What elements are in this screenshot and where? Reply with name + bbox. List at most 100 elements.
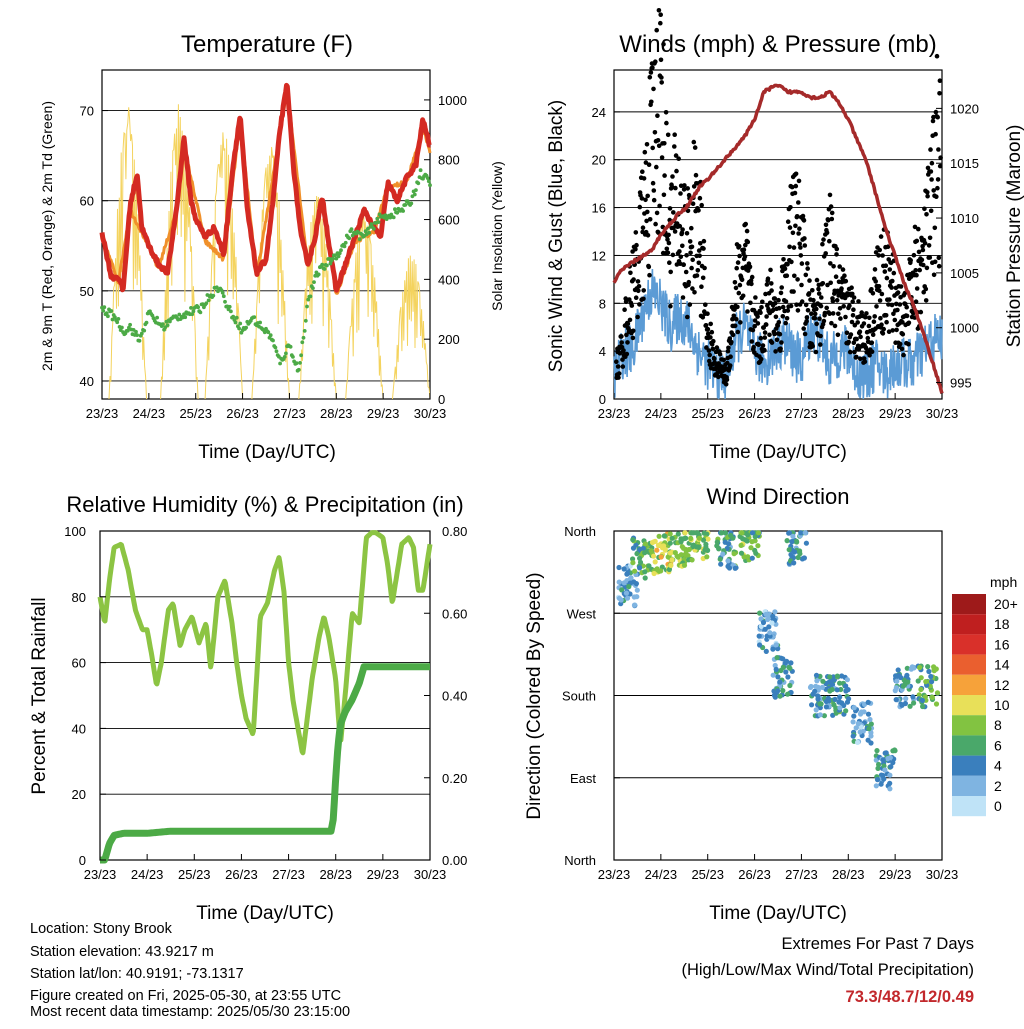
direction-point — [920, 703, 926, 710]
temperature-ylabel: 2m & 9m T (Red, Orange) & 2m Td (Green) — [39, 101, 55, 371]
gust-point — [668, 303, 673, 309]
y-tick-label: East — [570, 771, 596, 786]
y-tick-label: 12 — [592, 248, 606, 263]
direction-point — [777, 693, 783, 699]
direction-point — [701, 530, 707, 536]
gust-point — [877, 288, 882, 294]
direction-point — [902, 700, 909, 707]
gust-point — [645, 233, 651, 238]
gust-point — [801, 326, 806, 331]
gust-point — [910, 310, 916, 316]
direction-point — [820, 678, 826, 684]
y2-tick-label: 200 — [438, 332, 460, 347]
direction-point — [769, 620, 775, 626]
direction-point — [890, 760, 896, 766]
gust-point — [681, 187, 687, 192]
gust-point — [930, 118, 936, 124]
direction-point — [926, 668, 932, 675]
direction-point — [766, 614, 772, 620]
direction-point — [788, 660, 794, 666]
gust-point — [698, 241, 703, 246]
gust-point — [769, 288, 774, 293]
gust-point — [847, 349, 853, 355]
gust-point — [684, 253, 689, 258]
gust-point — [624, 351, 630, 357]
gust-point — [645, 209, 650, 215]
gust-point — [635, 314, 640, 320]
gust-point — [870, 332, 876, 338]
gust-point — [872, 314, 877, 319]
direction-point — [631, 579, 637, 585]
x-tick-label: 28/23 — [319, 867, 352, 882]
dewpoint-point — [231, 314, 236, 319]
gust-point — [762, 335, 768, 340]
gust-point — [801, 218, 807, 223]
gust-point — [745, 239, 751, 245]
gust-point — [891, 270, 897, 276]
dewpoint-point — [177, 312, 182, 317]
direction-point — [642, 541, 649, 547]
gust-point — [804, 319, 809, 324]
gust-point — [916, 249, 922, 255]
direction-point — [887, 786, 893, 792]
direction-point — [834, 687, 840, 693]
dewpoint-point — [376, 220, 381, 225]
gust-point — [673, 153, 679, 158]
direction-point — [661, 533, 668, 539]
gust-point — [690, 201, 696, 206]
gust-point — [680, 227, 685, 232]
direction-point — [874, 777, 881, 783]
direction-point — [755, 530, 762, 536]
dewpoint-point — [252, 315, 257, 319]
gust-point — [802, 243, 808, 248]
x-tick-label: 29/23 — [367, 406, 400, 421]
gust-point — [938, 155, 943, 160]
gust-point — [924, 212, 929, 217]
direction-point — [758, 623, 764, 630]
speed-legend: mph 20+ 18 16 14 12 10 8 6 4 2 0 — [952, 574, 1018, 817]
gust-point — [890, 278, 895, 284]
gust-point — [793, 223, 798, 229]
direction-point — [774, 655, 780, 661]
direction-point — [784, 658, 790, 664]
direction-point — [651, 553, 657, 559]
gust-point — [889, 285, 894, 290]
direction-point — [656, 533, 662, 539]
pressure-series — [612, 83, 944, 394]
gust-point — [635, 279, 641, 284]
direction-point — [855, 739, 861, 746]
gust-point — [807, 278, 812, 283]
y-tick-label: 0 — [599, 392, 606, 407]
gust-point — [900, 320, 905, 325]
legend-swatch — [952, 796, 986, 817]
gust-point — [920, 247, 926, 253]
gust-point — [768, 267, 773, 273]
direction-point — [634, 551, 640, 557]
direction-point — [817, 712, 823, 718]
gust-point — [810, 344, 815, 349]
y2-tick-label: 1015 — [950, 156, 979, 171]
gust-point — [662, 173, 667, 178]
x-tick-label: 30/23 — [926, 867, 959, 882]
gust-point — [838, 316, 843, 321]
direction-point — [934, 690, 941, 696]
gust-point — [663, 110, 669, 115]
gust-point — [760, 343, 766, 348]
gust-point — [872, 267, 878, 272]
gust-point — [849, 285, 854, 291]
direction-point — [911, 664, 917, 671]
direction-point — [875, 765, 881, 772]
gust-point — [723, 381, 729, 387]
direction-point — [823, 704, 830, 710]
direction-point — [813, 707, 819, 713]
gust-point — [737, 253, 742, 259]
gust-point — [735, 329, 741, 335]
gust-point — [854, 354, 859, 360]
gust-point — [883, 313, 889, 318]
extremes-values: 73.3/48.7/12/0.49 — [845, 988, 974, 1006]
gust-point — [933, 131, 938, 137]
direction-point — [688, 535, 694, 542]
direction-point — [688, 530, 695, 536]
gust-point — [671, 210, 676, 215]
gust-point — [647, 217, 653, 222]
